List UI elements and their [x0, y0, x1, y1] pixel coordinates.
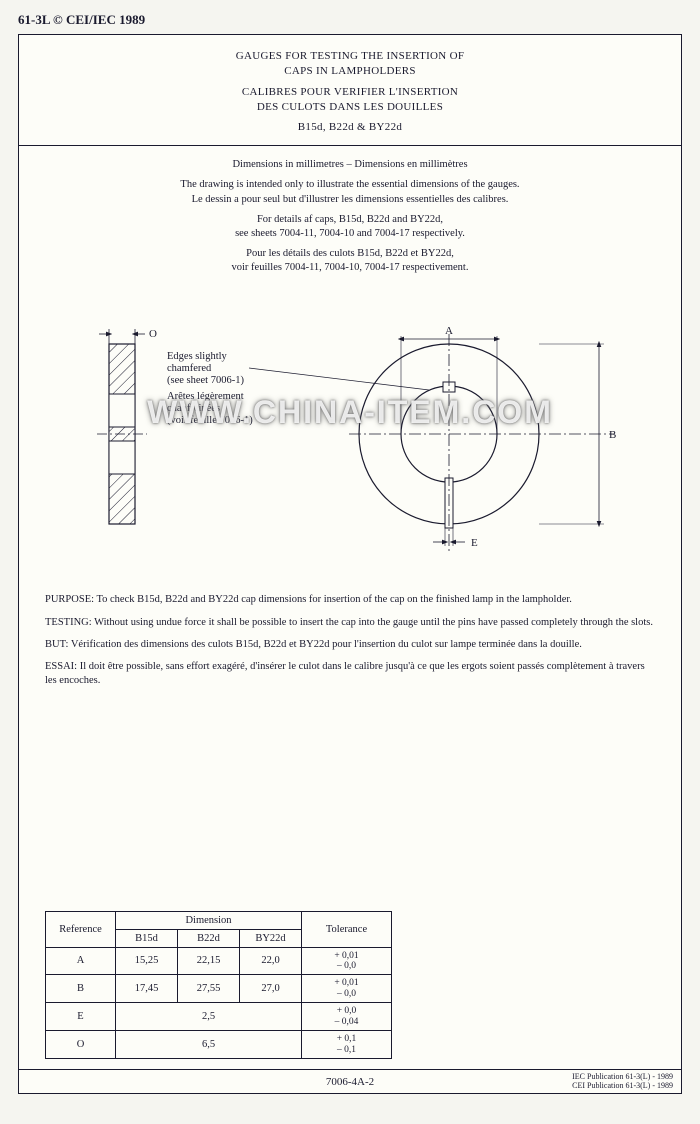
details-note-en: For details af caps, B15d, B22d and BY22…	[49, 213, 651, 241]
table-row: O6,5+ 0,1– 0,1	[46, 1031, 392, 1059]
publication-ref: IEC Publication 61-3(L) - 1989 CEI Publi…	[572, 1073, 673, 1091]
doc-id: 61-3L © CEI/IEC 1989	[18, 12, 145, 27]
svg-text:chamfered: chamfered	[167, 363, 212, 374]
th-tolerance: Tolerance	[302, 911, 392, 947]
th-by22d: BY22d	[240, 929, 302, 947]
notes-block: Dimensions in millimetres – Dimensions e…	[19, 146, 681, 289]
purpose-en: PURPOSE: To check B15d, B22d and BY22d c…	[45, 593, 655, 607]
th-b22d: B22d	[178, 929, 240, 947]
svg-text:Arêtes légèrement: Arêtes légèrement	[167, 391, 244, 402]
title-fr-line1: CALIBRES POUR VERIFIER L'INSERTION	[39, 85, 661, 100]
title-en-line2: CAPS IN LAMPHOLDERS	[39, 64, 661, 79]
th-reference: Reference	[46, 911, 116, 947]
title-en-line1: GAUGES FOR TESTING THE INSERTION OF	[39, 49, 661, 64]
svg-text:A: A	[445, 325, 453, 337]
table-row: B17,4527,5527,0+ 0,01– 0,0	[46, 975, 392, 1003]
svg-text:chanfreinées: chanfreinées	[167, 403, 220, 414]
details-note-fr: Pour les détails des culots B15d, B22d e…	[49, 247, 651, 275]
dimensions-header: Dimensions in millimetres – Dimensions e…	[49, 158, 651, 172]
svg-text:(voir feuille 7006-1): (voir feuille 7006-1)	[167, 415, 253, 426]
label-O: O	[149, 328, 157, 340]
dimension-table: Reference Dimension Tolerance B15d B22d …	[45, 911, 392, 1060]
svg-text:(see sheet 7006-1): (see sheet 7006-1)	[167, 375, 244, 386]
title-codes: B15d, B22d & BY22d	[39, 120, 661, 135]
svg-text:E: E	[471, 537, 478, 549]
technical-diagram: O A B	[49, 299, 651, 579]
testing-en: TESTING: Without using undue force it sh…	[45, 616, 655, 630]
drawing-note: The drawing is intended only to illustra…	[49, 178, 651, 206]
title-block: GAUGES FOR TESTING THE INSERTION OF CAPS…	[19, 35, 681, 146]
title-fr-line2: DES CULOTS DANS LES DOUILLES	[39, 100, 661, 115]
svg-text:B: B	[609, 429, 616, 441]
body-text: PURPOSE: To check B15d, B22d and BY22d c…	[19, 579, 681, 688]
but-fr: BUT: Vérification des dimensions des cul…	[45, 638, 655, 652]
essai-fr: ESSAI: Il doit être possible, sans effor…	[45, 660, 655, 688]
document-frame: GAUGES FOR TESTING THE INSERTION OF CAPS…	[18, 34, 682, 1094]
page-header: 61-3L © CEI/IEC 1989	[0, 0, 700, 34]
table-row: A15,2522,1522,0+ 0,01– 0,0	[46, 947, 392, 975]
th-dimension: Dimension	[116, 911, 302, 929]
chamfer-en-1: Edges slightly	[167, 351, 228, 362]
footer-bar: 7006-4A-2 IEC Publication 61-3(L) - 1989…	[19, 1069, 681, 1093]
th-b15d: B15d	[116, 929, 178, 947]
diagram-svg: O A B	[49, 299, 649, 579]
table-row: E2,5+ 0,0– 0,04	[46, 1003, 392, 1031]
